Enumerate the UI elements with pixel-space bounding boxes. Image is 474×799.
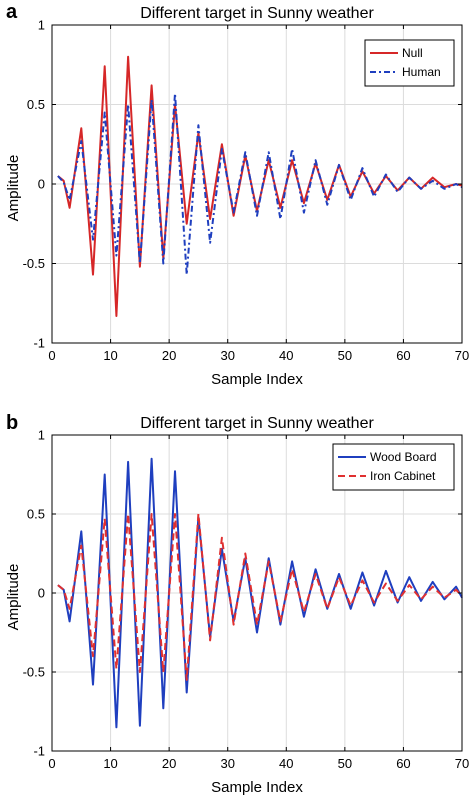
- legend-label: Null: [402, 46, 423, 60]
- x-tick-label: 50: [338, 348, 352, 363]
- y-tick-label: -0.5: [23, 665, 45, 680]
- panel-letter: b: [6, 412, 18, 434]
- x-tick-label: 20: [162, 348, 176, 363]
- y-tick-label: 0.5: [27, 97, 45, 112]
- y-tick-label: 0: [38, 177, 45, 192]
- x-tick-label: 60: [396, 348, 410, 363]
- series-line-2: [57, 92, 463, 276]
- panel-letter: a: [6, 1, 18, 23]
- chart-title: Different target in Sunny weather: [140, 5, 374, 22]
- y-axis-label: Amplitude: [5, 564, 22, 631]
- series-line-1: [57, 457, 463, 729]
- x-tick-label: 50: [338, 756, 352, 771]
- legend-box: [332, 443, 455, 491]
- x-tick-label: 0: [48, 348, 55, 363]
- x-tick-label: 40: [279, 348, 293, 363]
- legend-label: Human: [402, 65, 441, 79]
- y-tick-label: 0: [38, 586, 45, 601]
- legend: Null Human: [364, 39, 455, 87]
- x-axis-label: Sample Index: [211, 779, 303, 796]
- y-tick-label: 1: [38, 18, 45, 33]
- y-tick-label: 0.5: [27, 507, 45, 522]
- x-tick-label: 30: [220, 756, 234, 771]
- x-axis-label: Sample Index: [211, 371, 303, 388]
- legend: Wood Board Iron Cabinet: [332, 443, 455, 491]
- chart-title: Different target in Sunny weather: [140, 415, 374, 432]
- y-tick-label: -0.5: [23, 256, 45, 271]
- x-tick-label: 20: [162, 756, 176, 771]
- y-tick-label: -1: [33, 744, 45, 759]
- x-tick-label: 30: [220, 348, 234, 363]
- panel-b: 0 10 20 30 40 50 60 70 -1 -0.5 0 0.5 1 Different targ…: [5, 412, 469, 796]
- legend-label: Wood Board: [370, 450, 437, 464]
- y-tick-label: -1: [33, 336, 45, 351]
- x-tick-label: 70: [455, 348, 469, 363]
- series-line-2: [57, 513, 463, 681]
- x-tick-label: 40: [279, 756, 293, 771]
- x-tick-label: 70: [455, 756, 469, 771]
- x-tick-label: 10: [103, 348, 117, 363]
- y-axis-label: Amplitude: [5, 155, 22, 222]
- panel-a: 0 10 20 30 40 50 60 70 -1 -0.5 0 0.5 1 Different targ…: [5, 1, 469, 388]
- legend-label: Iron Cabinet: [370, 469, 436, 483]
- x-tick-label: 10: [103, 756, 117, 771]
- legend-box: [364, 39, 455, 87]
- y-tick-label: 1: [38, 428, 45, 443]
- x-tick-label: 0: [48, 756, 55, 771]
- x-tick-label: 60: [396, 756, 410, 771]
